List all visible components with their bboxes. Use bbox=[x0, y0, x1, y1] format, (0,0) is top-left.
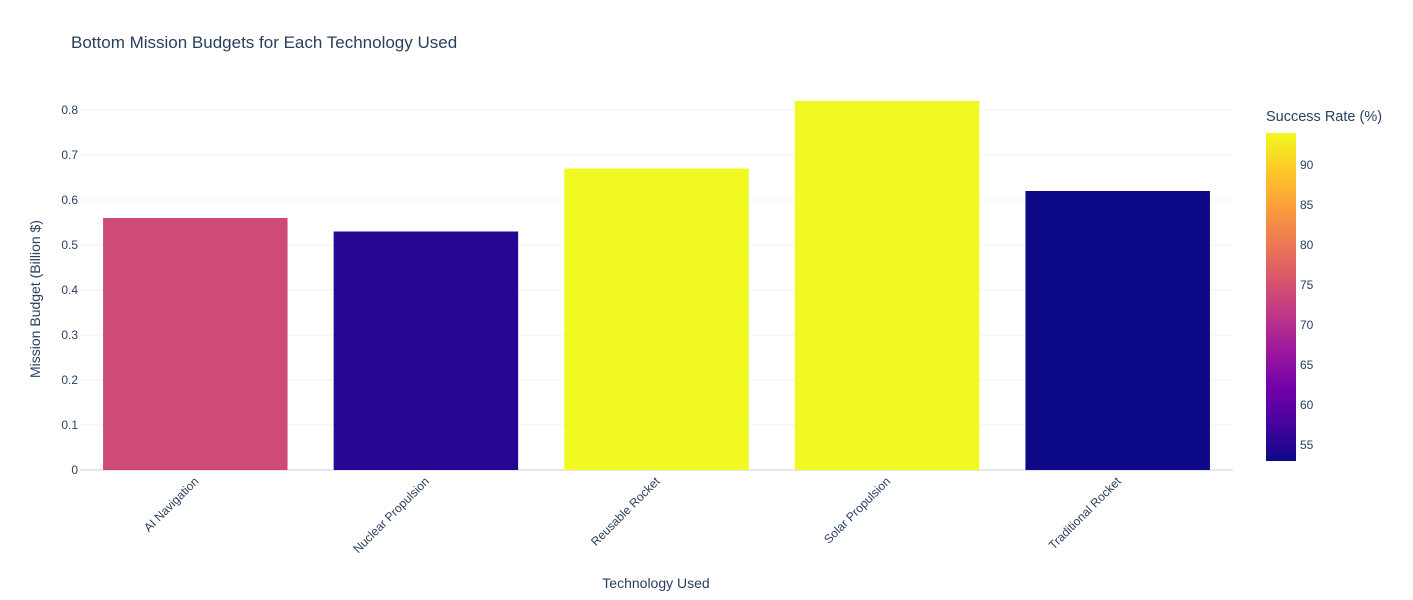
bar[interactable] bbox=[794, 101, 980, 470]
bar[interactable] bbox=[1025, 191, 1210, 470]
colorbar-tick-label: 85 bbox=[1300, 198, 1314, 212]
x-tick-label: AI Navigation bbox=[141, 474, 201, 534]
colorbar: 55 60 65 70 75 80 85 90 bbox=[1266, 133, 1314, 461]
bar[interactable] bbox=[103, 218, 288, 470]
y-tick-label: 0.8 bbox=[61, 103, 78, 117]
colorbar-tick-label: 90 bbox=[1300, 158, 1314, 172]
y-tick-label: 0.7 bbox=[61, 148, 78, 162]
colorbar-tick-label: 60 bbox=[1300, 398, 1314, 412]
colorbar-gradient bbox=[1266, 133, 1296, 461]
colorbar-title: Success Rate (%) bbox=[1266, 109, 1383, 125]
y-tick-label: 0.4 bbox=[61, 283, 78, 297]
bar[interactable] bbox=[333, 231, 519, 471]
x-tick-label: Nuclear Propulsion bbox=[350, 474, 432, 556]
x-tick-label: Reusable Rocket bbox=[588, 474, 663, 549]
colorbar-tick-label: 80 bbox=[1300, 238, 1314, 252]
y-tick-label: 0.1 bbox=[61, 418, 78, 432]
y-tick-label: 0.6 bbox=[61, 193, 78, 207]
y-axis-ticks: 0 0.1 0.2 0.3 0.4 0.5 0.6 0.7 0.8 bbox=[61, 103, 78, 477]
x-axis-ticks: AI Navigation Nuclear Propulsion Reusable … bbox=[141, 474, 1124, 556]
y-tick-label: 0.5 bbox=[61, 238, 78, 252]
y-tick-label: 0.3 bbox=[61, 328, 78, 342]
x-axis-label: Technology Used bbox=[602, 575, 709, 591]
y-tick-label: 0 bbox=[71, 463, 78, 477]
chart-title: Bottom Mission Budgets for Each Technolo… bbox=[71, 33, 458, 52]
colorbar-tick-label: 75 bbox=[1300, 278, 1314, 292]
y-tick-label: 0.2 bbox=[61, 373, 78, 387]
colorbar-tick-label: 70 bbox=[1300, 318, 1314, 332]
x-tick-label: Traditional Rocket bbox=[1046, 474, 1124, 552]
colorbar-tick-label: 55 bbox=[1300, 438, 1314, 452]
x-tick-label: Solar Propulsion bbox=[821, 474, 893, 546]
y-axis-label: Mission Budget (Billion $) bbox=[27, 220, 43, 378]
colorbar-tick-label: 65 bbox=[1300, 358, 1314, 372]
bar[interactable] bbox=[564, 168, 749, 471]
bars bbox=[103, 101, 1210, 470]
